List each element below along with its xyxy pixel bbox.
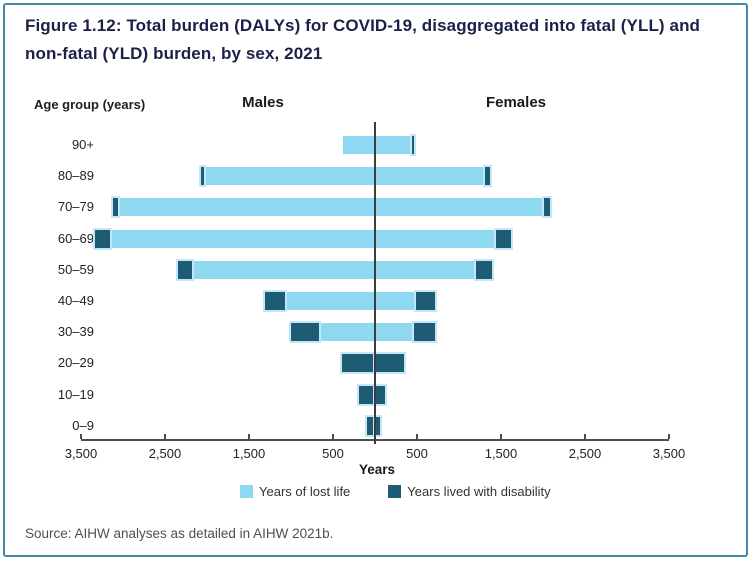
bar-females-yld-0-9	[375, 416, 381, 435]
x-tick-7	[668, 434, 670, 439]
age-label-30-39: 30–39	[57, 324, 94, 340]
females-header: Females	[485, 94, 547, 111]
legend-item-yll: Years of lost life	[240, 484, 350, 499]
bar-males-yll-60-69	[110, 229, 375, 248]
legend-item-yld: Years lived with disability	[388, 484, 551, 499]
bar-females-yld-80-89	[485, 167, 491, 186]
x-tick-1	[164, 434, 166, 439]
bar-males-yll-40-49	[285, 292, 375, 310]
bar-males-yld-70-79	[113, 198, 118, 217]
x-tick-0	[80, 434, 82, 439]
bar-females-yll-90+	[375, 136, 412, 154]
age-label-50-59: 50–59	[57, 261, 94, 277]
legend-label-yld: Years lived with disability	[407, 484, 551, 499]
bar-females-yld-50-59	[475, 260, 492, 279]
bar-males-yll-30-39	[318, 323, 375, 342]
x-tick-label-5: 1,500	[484, 446, 518, 461]
y-axis-title: Age group (years)	[34, 97, 146, 112]
x-tick-6	[584, 434, 586, 439]
bar-males-yll-80-89	[203, 167, 375, 186]
bar-females-yll-60-69	[375, 229, 496, 248]
x-tick-label-2: 1,500	[232, 446, 266, 461]
bar-males-yld-20-29	[342, 354, 375, 373]
age-label-40-49: 40–49	[57, 293, 94, 308]
x-tick-label-3: 500	[322, 446, 344, 461]
x-tick-3	[332, 434, 334, 439]
bar-males-yll-90+	[343, 136, 375, 154]
x-tick-label-4: 500	[406, 446, 428, 461]
center-axis-line	[374, 122, 376, 444]
legend-swatch-yld	[388, 485, 402, 498]
bar-males-yld-30-39	[291, 323, 319, 342]
age-label-80-89: 80–89	[57, 168, 94, 184]
bar-females-yld-60-69	[495, 229, 512, 248]
bar-females-yld-90+	[411, 136, 415, 154]
bar-females-yld-70-79	[543, 198, 550, 217]
males-header: Males	[242, 94, 284, 111]
age-label-90+: 90+	[71, 137, 94, 152]
legend: Years of lost life Years lived with disab…	[240, 484, 551, 499]
x-tick-label-6: 2,500	[568, 446, 602, 461]
bar-females-yld-10-19	[375, 385, 386, 404]
age-label-60-69: 60–69	[57, 230, 94, 246]
bar-females-yll-30-39	[375, 323, 415, 342]
bar-females-yll-40-49	[375, 292, 417, 310]
age-label-10-19: 10–19	[57, 386, 94, 402]
bar-males-yll-50-59	[191, 260, 375, 279]
bar-males-yld-0-9	[367, 416, 375, 435]
x-tick-4	[416, 434, 418, 439]
bar-females-yld-20-29	[375, 354, 404, 373]
bar-males-yld-50-59	[178, 260, 192, 279]
x-tick-label-7: 3,500	[652, 446, 686, 461]
bar-males-yld-80-89	[201, 167, 204, 186]
bar-females-yld-40-49	[416, 292, 436, 310]
x-tick-label-1: 2,500	[148, 446, 182, 461]
bar-males-yld-10-19	[359, 385, 375, 404]
bar-females-yll-70-79	[375, 198, 544, 217]
bar-males-yll-70-79	[117, 198, 375, 217]
figure-title: Figure 1.12: Total burden (DALYs) for CO…	[25, 16, 701, 64]
bar-females-yld-30-39	[414, 323, 435, 342]
pyramid-chart: Age group (years) Males Females 90+ 80–89…	[34, 94, 686, 499]
age-label-70-79: 70–79	[57, 199, 94, 215]
plot-area	[81, 122, 669, 444]
legend-swatch-yll	[240, 485, 253, 498]
bar-females-yll-80-89	[375, 167, 486, 186]
x-tick-5	[500, 434, 502, 439]
x-tick-2	[248, 434, 250, 439]
bar-males-yld-60-69	[95, 229, 111, 248]
bar-females-yll-50-59	[375, 260, 476, 279]
x-tick-label-0: 3,500	[64, 446, 98, 461]
age-label-20-29: 20–29	[57, 355, 94, 371]
bar-males-yld-40-49	[264, 292, 286, 310]
source-note: Source: AIHW analyses as detailed in AIH…	[25, 526, 334, 541]
x-axis-title: Years	[358, 462, 396, 477]
legend-label-yll: Years of lost life	[259, 484, 351, 499]
age-label-0-9: 0–9	[72, 417, 94, 433]
